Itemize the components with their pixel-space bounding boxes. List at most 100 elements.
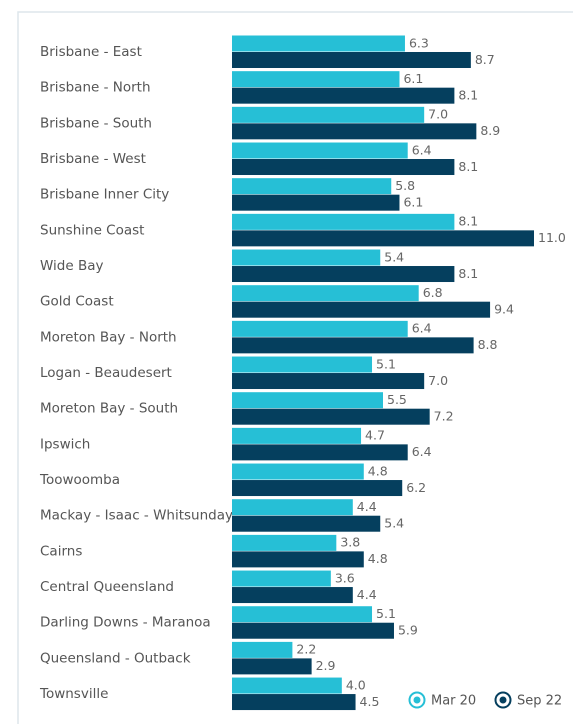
bar xyxy=(232,427,362,444)
value-label: 4.8 xyxy=(368,551,388,566)
category-label: Logan - Beaudesert xyxy=(40,365,172,381)
value-label: 7.2 xyxy=(434,408,454,423)
bar xyxy=(232,480,403,497)
legend-marker-dot xyxy=(499,696,507,704)
category-label: Moreton Bay - North xyxy=(40,329,177,345)
bar xyxy=(232,123,477,140)
category-label: Wide Bay xyxy=(40,258,104,274)
bar xyxy=(232,178,392,195)
category-label: Cairns xyxy=(40,543,82,559)
bar xyxy=(232,587,353,604)
category-label: Brisbane - West xyxy=(40,151,146,167)
bar xyxy=(232,356,373,373)
value-label: 4.0 xyxy=(346,677,366,692)
value-label: 8.1 xyxy=(458,214,478,229)
bar xyxy=(232,213,455,230)
bar xyxy=(232,551,364,568)
bar xyxy=(232,266,455,283)
bar xyxy=(232,301,491,318)
value-label: 8.8 xyxy=(478,337,498,352)
value-label: 5.4 xyxy=(384,249,404,264)
category-label: Toowoomba xyxy=(39,472,120,488)
value-label: 6.4 xyxy=(412,321,432,336)
bar xyxy=(232,499,353,516)
value-label: 4.8 xyxy=(368,463,388,478)
bar xyxy=(232,320,408,337)
value-label: 3.6 xyxy=(335,570,355,585)
bar xyxy=(232,142,408,159)
value-label: 5.4 xyxy=(384,515,404,530)
value-label: 3.8 xyxy=(340,535,360,550)
bar xyxy=(232,159,455,176)
category-label: Sunshine Coast xyxy=(40,222,144,238)
bar xyxy=(232,249,381,266)
category-label: Brisbane - South xyxy=(40,115,152,131)
category-label: Brisbane - East xyxy=(40,44,142,60)
value-label: 6.4 xyxy=(412,142,432,157)
bar xyxy=(232,658,312,675)
value-label: 5.8 xyxy=(395,178,415,193)
bar xyxy=(232,463,364,480)
category-label: Central Queensland xyxy=(40,579,174,595)
bar xyxy=(232,373,425,390)
bar xyxy=(232,52,471,68)
bar xyxy=(232,444,408,461)
bar xyxy=(232,285,419,302)
bar xyxy=(232,71,400,88)
category-label: Brisbane - North xyxy=(40,80,151,96)
bar xyxy=(232,622,394,639)
value-label: 2.9 xyxy=(316,658,336,673)
legend-marker-dot xyxy=(413,696,421,704)
bar xyxy=(232,515,381,532)
category-label: Moreton Bay - South xyxy=(40,401,178,417)
bar xyxy=(232,694,356,711)
value-label: 8.1 xyxy=(458,87,478,102)
category-label: Gold Coast xyxy=(40,294,114,310)
value-label: 8.9 xyxy=(480,123,500,138)
bar xyxy=(232,230,534,247)
panel-border xyxy=(17,11,573,724)
category-label: Darling Downs - Maranoa xyxy=(40,615,211,631)
value-label: 8.1 xyxy=(458,266,478,281)
value-label: 6.2 xyxy=(406,480,426,495)
value-label: 2.2 xyxy=(296,642,316,657)
category-label: Ipswich xyxy=(40,436,90,452)
bar xyxy=(232,35,405,52)
bar xyxy=(232,677,342,694)
category-label: Mackay - Isaac - Whitsunday xyxy=(40,508,233,524)
bar xyxy=(232,606,373,623)
category-label: Brisbane Inner City xyxy=(40,187,169,203)
value-label: 5.1 xyxy=(376,356,396,371)
bar xyxy=(232,534,337,551)
bar xyxy=(232,570,331,587)
bar xyxy=(232,106,425,123)
value-label: 7.0 xyxy=(428,107,448,122)
value-label: 6.1 xyxy=(403,71,423,86)
value-label: 6.3 xyxy=(409,35,429,50)
bar xyxy=(232,194,400,211)
value-label: 5.5 xyxy=(387,392,407,407)
value-label: 4.7 xyxy=(365,428,385,443)
value-label: 6.8 xyxy=(423,285,443,300)
bar xyxy=(232,641,293,658)
value-label: 7.0 xyxy=(428,373,448,388)
value-label: 4.4 xyxy=(357,499,377,514)
value-label: 8.7 xyxy=(475,52,495,67)
legend-label: Sep 22 xyxy=(517,694,562,709)
value-label: 4.4 xyxy=(357,587,377,602)
value-label: 11.0 xyxy=(538,230,566,245)
category-label: Townsville xyxy=(39,686,108,702)
value-label: 5.1 xyxy=(376,606,396,621)
value-label: 4.5 xyxy=(360,694,380,709)
value-label: 9.4 xyxy=(494,301,514,316)
value-label: 6.1 xyxy=(403,194,423,209)
bar xyxy=(232,408,430,425)
bar xyxy=(232,87,455,104)
value-label: 5.9 xyxy=(398,622,418,637)
category-label: Queensland - Outback xyxy=(40,650,191,666)
bar xyxy=(232,392,383,409)
value-label: 6.4 xyxy=(412,444,432,459)
legend-label: Mar 20 xyxy=(431,694,476,709)
value-label: 8.1 xyxy=(458,159,478,174)
